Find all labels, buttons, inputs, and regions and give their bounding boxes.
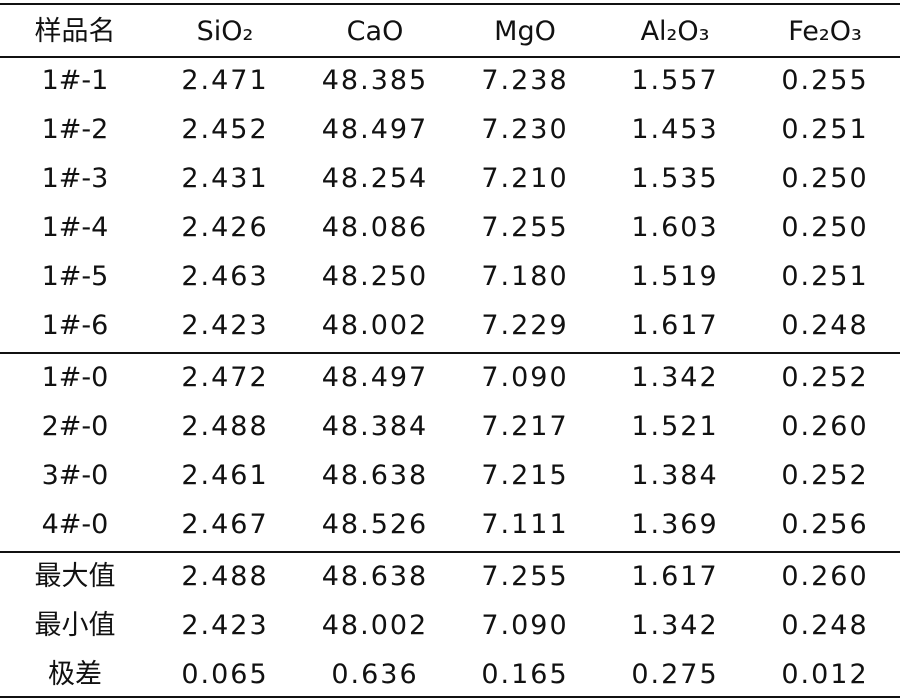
value-cell: 2.452 <box>181 114 269 145</box>
sample-name: 极差 <box>48 659 102 690</box>
value-cell: 0.252 <box>781 460 869 491</box>
value-cell: 7.215 <box>481 460 569 491</box>
value-cell: 0.251 <box>781 261 869 292</box>
value-cell: 48.385 <box>321 65 429 96</box>
header-cell: CaO <box>346 16 404 47</box>
group-rule <box>0 352 900 354</box>
sample-name: 1#-1 <box>41 65 109 96</box>
value-cell: 1.342 <box>631 362 719 393</box>
value-cell: 1.603 <box>631 212 719 243</box>
value-cell: 1.519 <box>631 261 719 292</box>
value-cell: 0.260 <box>781 411 869 442</box>
header-cell: 样品名 <box>34 16 116 47</box>
value-cell: 0.636 <box>331 659 419 690</box>
sample-name: 1#-4 <box>41 212 109 243</box>
value-cell: 0.248 <box>781 610 869 641</box>
value-cell: 0.165 <box>481 659 569 690</box>
value-cell: 7.210 <box>481 163 569 194</box>
sample-name: 最小值 <box>34 610 116 641</box>
value-cell: 2.461 <box>181 460 269 491</box>
value-cell: 2.463 <box>181 261 269 292</box>
sample-name: 4#-0 <box>41 509 109 540</box>
value-cell: 7.090 <box>481 362 569 393</box>
value-cell: 1.369 <box>631 509 719 540</box>
value-cell: 0.275 <box>631 659 719 690</box>
value-cell: 48.384 <box>321 411 429 442</box>
sample-name: 1#-6 <box>41 310 109 341</box>
value-cell: 2.426 <box>181 212 269 243</box>
value-cell: 7.090 <box>481 610 569 641</box>
value-cell: 7.255 <box>481 212 569 243</box>
value-cell: 2.431 <box>181 163 269 194</box>
value-cell: 1.521 <box>631 411 719 442</box>
sample-name: 2#-0 <box>41 411 109 442</box>
bottom-rule <box>0 696 900 698</box>
value-cell: 0.256 <box>781 509 869 540</box>
value-cell: 1.453 <box>631 114 719 145</box>
sample-name: 3#-0 <box>41 460 109 491</box>
sample-name: 最大值 <box>34 561 116 592</box>
value-cell: 0.252 <box>781 362 869 393</box>
group-rule <box>0 551 900 553</box>
value-cell: 7.229 <box>481 310 569 341</box>
value-cell: 0.012 <box>781 659 869 690</box>
value-cell: 2.423 <box>181 610 269 641</box>
value-cell: 7.111 <box>481 509 569 540</box>
value-cell: 48.086 <box>321 212 429 243</box>
value-cell: 2.471 <box>181 65 269 96</box>
value-cell: 0.248 <box>781 310 869 341</box>
sample-name: 1#-2 <box>41 114 109 145</box>
value-cell: 48.002 <box>321 310 429 341</box>
sample-name: 1#-3 <box>41 163 109 194</box>
value-cell: 1.557 <box>631 65 719 96</box>
value-cell: 0.250 <box>781 212 869 243</box>
value-cell: 7.230 <box>481 114 569 145</box>
value-cell: 2.423 <box>181 310 269 341</box>
value-cell: 48.254 <box>321 163 429 194</box>
header-cell: Fe₂O₃ <box>788 16 862 47</box>
value-cell: 7.217 <box>481 411 569 442</box>
header-cell: Al₂O₃ <box>640 16 710 47</box>
value-cell: 0.065 <box>181 659 269 690</box>
value-cell: 48.002 <box>321 610 429 641</box>
header-rule <box>0 56 900 58</box>
value-cell: 48.638 <box>321 460 429 491</box>
value-cell: 0.250 <box>781 163 869 194</box>
value-cell: 7.238 <box>481 65 569 96</box>
value-cell: 48.526 <box>321 509 429 540</box>
header-cell: SiO₂ <box>196 16 254 47</box>
header-cell: MgO <box>494 16 556 47</box>
value-cell: 48.250 <box>321 261 429 292</box>
top-rule <box>0 3 900 5</box>
value-cell: 0.251 <box>781 114 869 145</box>
value-cell: 0.255 <box>781 65 869 96</box>
value-cell: 2.472 <box>181 362 269 393</box>
value-cell: 48.497 <box>321 114 429 145</box>
sample-name: 1#-5 <box>41 261 109 292</box>
value-cell: 0.260 <box>781 561 869 592</box>
value-cell: 2.467 <box>181 509 269 540</box>
sample-name: 1#-0 <box>41 362 109 393</box>
value-cell: 1.384 <box>631 460 719 491</box>
value-cell: 1.617 <box>631 561 719 592</box>
value-cell: 1.617 <box>631 310 719 341</box>
value-cell: 48.638 <box>321 561 429 592</box>
value-cell: 2.488 <box>181 411 269 442</box>
value-cell: 7.255 <box>481 561 569 592</box>
value-cell: 2.488 <box>181 561 269 592</box>
value-cell: 48.497 <box>321 362 429 393</box>
value-cell: 1.535 <box>631 163 719 194</box>
value-cell: 1.342 <box>631 610 719 641</box>
value-cell: 7.180 <box>481 261 569 292</box>
